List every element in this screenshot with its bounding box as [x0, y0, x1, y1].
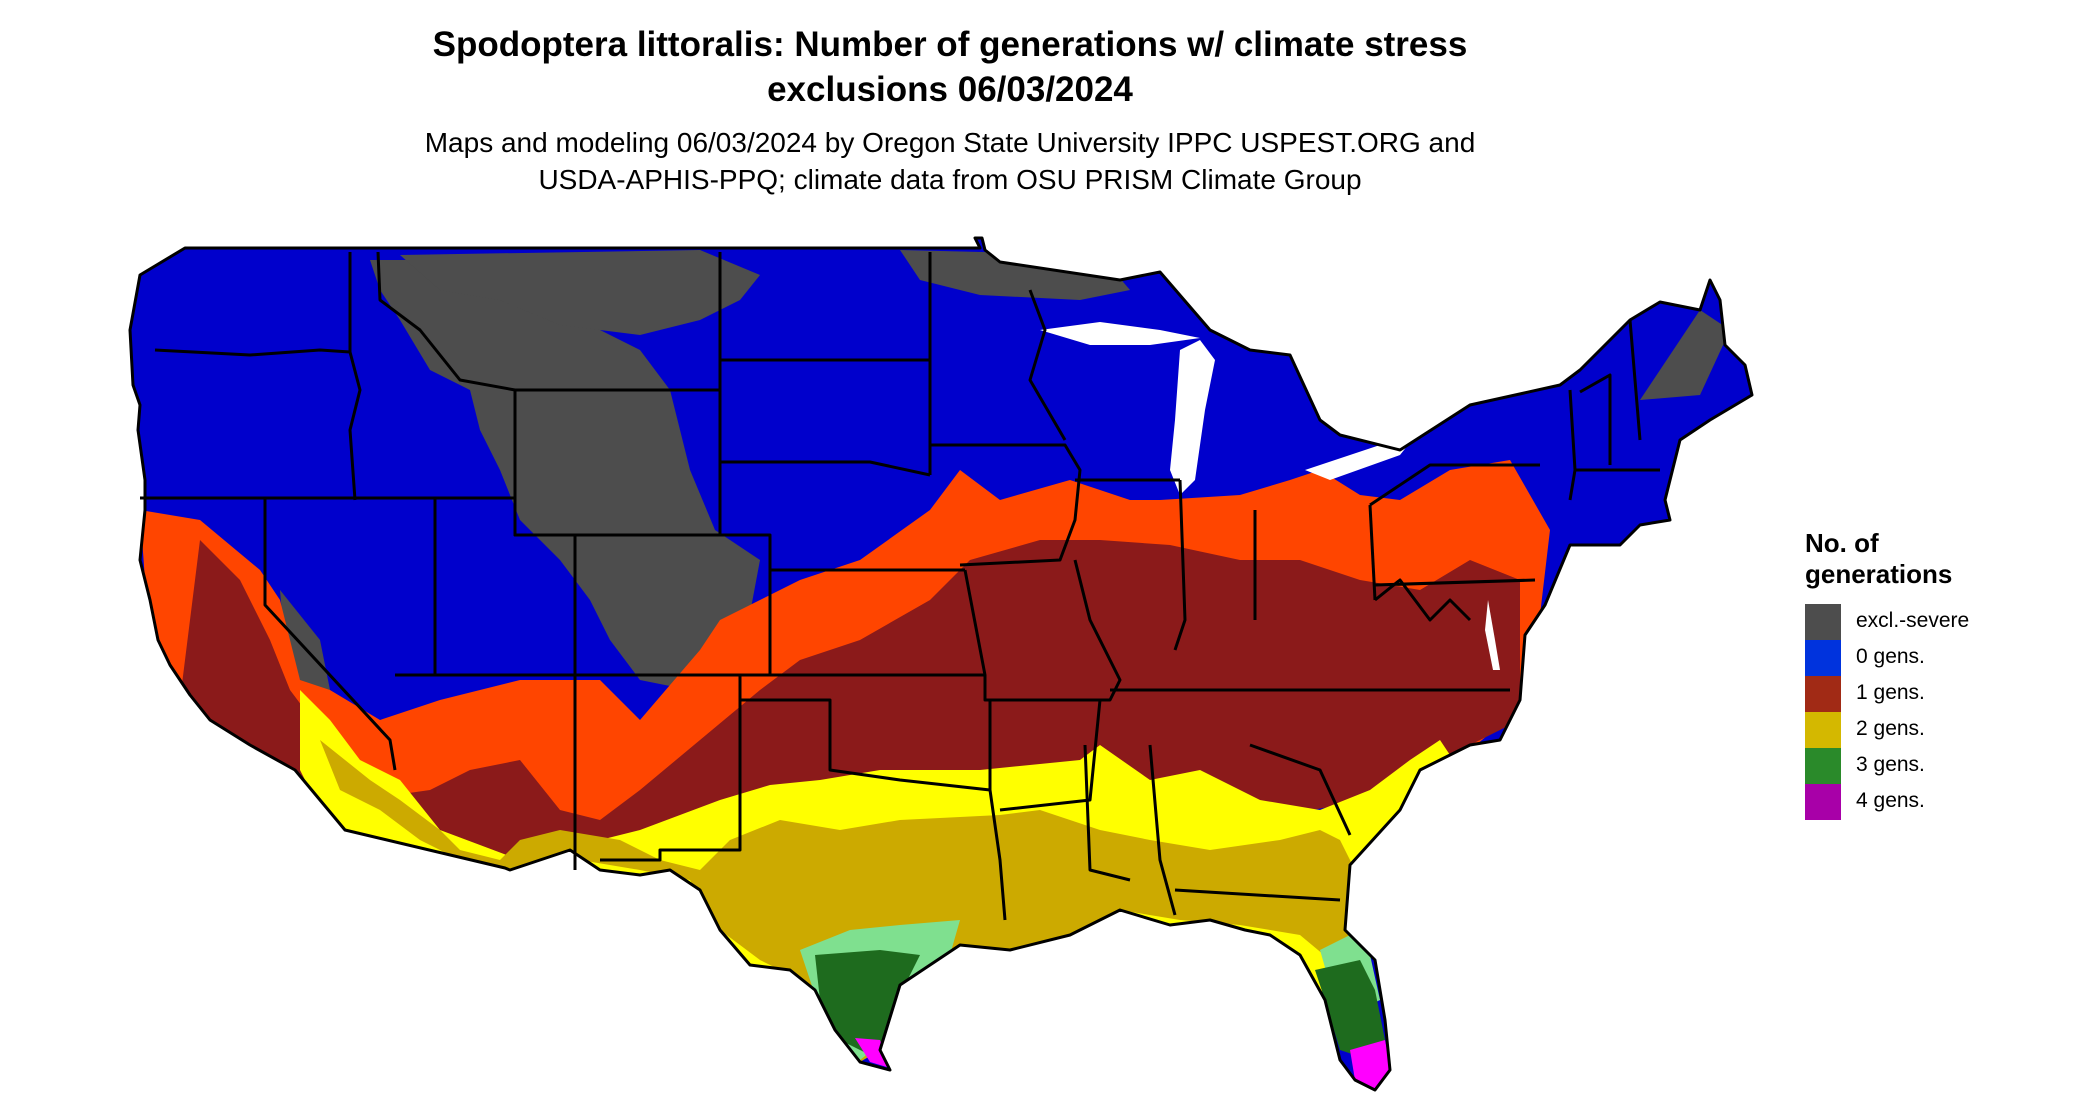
- border-al-ga: [1148, 744, 1177, 916]
- legend-swatch: [1805, 748, 1841, 784]
- legend-swatch: [1805, 676, 1841, 712]
- lake-erie: [1305, 430, 1420, 480]
- zone-excl-severe-montana: [400, 250, 760, 335]
- legend-label: 3 gens.: [1856, 753, 1925, 776]
- generation-zones: [130, 238, 1752, 1090]
- state-borders: [128, 236, 1754, 1092]
- zone-excl-severe-sierra: [280, 590, 330, 700]
- border-nm: [575, 673, 742, 862]
- zone-excl-severe-maine: [1640, 310, 1730, 400]
- legend-label: 1 gens.: [1856, 681, 1925, 704]
- us-outline: [128, 236, 1754, 1092]
- map-subtitle-line-1: Maps and modeling 06/03/2024 by Oregon S…: [424, 127, 1476, 158]
- zone-2-gens: [320, 740, 1370, 1062]
- legend-swatch: [1805, 640, 1841, 676]
- border-ms-al: [1083, 744, 1131, 882]
- lake-superior: [1040, 322, 1200, 345]
- legend-item-2-gens: 2 gens.: [1805, 712, 1952, 748]
- legend-label: 2 gens.: [1856, 717, 1925, 740]
- legend-item-1-gens: 1 gens.: [1805, 676, 1952, 712]
- legend-item-3-gens: 3 gens.: [1805, 748, 1952, 784]
- zone-3-gens: [815, 950, 920, 1055]
- map-subtitle: Maps and modeling 06/03/2024 by Oregon S…: [0, 124, 1900, 198]
- legend-title: No. of generations: [1805, 528, 1952, 590]
- border-ok: [740, 698, 992, 792]
- legend: No. of generations excl.-severe 0 gens. …: [1805, 528, 1969, 820]
- border-wa-or: [154, 348, 351, 357]
- border-pa-ny: [1369, 463, 1540, 507]
- border-me-nh: [1628, 319, 1642, 441]
- border-mo: [963, 559, 1122, 702]
- border-ca-nv: [263, 498, 397, 771]
- map-subtitle-line-2: USDA-APHIS-PPQ; climate data from OSU PR…: [538, 164, 1362, 195]
- legend-item-excl-severe: excl.-severe: [1805, 604, 1969, 640]
- legend-item-0-gens: 0 gens.: [1805, 640, 1952, 676]
- border-pa-south: [1374, 578, 1536, 587]
- map-title-line-1: Spodoptera littoralis: Number of generat…: [432, 25, 1468, 64]
- border-oh-pa: [1368, 504, 1377, 601]
- legend-title-line-1: No. of: [1805, 528, 1879, 558]
- border-mn-wi: [1028, 289, 1067, 441]
- legend-swatch: [1805, 784, 1841, 820]
- legend-swatch: [1805, 604, 1841, 640]
- legend-label: 4 gens.: [1856, 789, 1925, 812]
- legend-item-4-gens: 4 gens.: [1805, 784, 1952, 820]
- border-tx-la: [988, 789, 1007, 921]
- legend-swatch: [1805, 712, 1841, 748]
- zone-excl-severe-rockies: [370, 260, 760, 690]
- border-id-west: [348, 252, 362, 501]
- border-vt-nh: [1579, 373, 1612, 465]
- map-title: Spodoptera littoralis: Number of generat…: [0, 22, 1900, 112]
- border-sc-ga: [1249, 743, 1352, 836]
- legend-title-line-2: generations: [1805, 559, 1953, 589]
- border-ga-fl: [1174, 888, 1341, 902]
- border-ia: [930, 443, 1082, 567]
- zone-3-gens-fl: [1315, 960, 1385, 1060]
- zone-4-gens-fl: [1350, 1040, 1392, 1090]
- water-bodies: [1040, 322, 1500, 670]
- border-ar: [990, 698, 1102, 812]
- border-wv: [1374, 578, 1472, 622]
- border-il-in: [1173, 479, 1187, 651]
- border-id-mt: [376, 251, 516, 392]
- map-title-line-2: exclusions 06/03/2024: [767, 70, 1133, 109]
- legend-label: 0 gens.: [1856, 645, 1925, 668]
- chesapeake-bay: [1485, 600, 1500, 670]
- border-sd-ne: [720, 460, 931, 477]
- lake-michigan: [1170, 340, 1215, 495]
- legend-label: excl.-severe: [1856, 609, 1970, 632]
